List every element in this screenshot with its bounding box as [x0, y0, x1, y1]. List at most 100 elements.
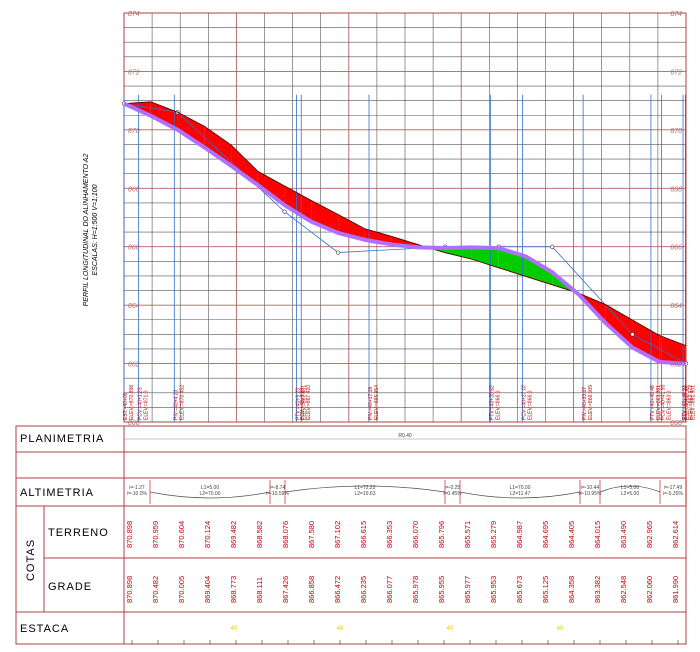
- altimetria-text: L2=5.00: [621, 491, 639, 497]
- grade-value: 864.358: [567, 576, 576, 603]
- vertical-point-label: PCV:=40+41.93 ELEV:=863.0: [661, 384, 673, 420]
- terreno-value: 864.405: [567, 521, 576, 548]
- grade-value-text: 865.955: [437, 576, 446, 603]
- elevation-tick-right: 872: [670, 69, 682, 76]
- altimetria-text: L2=11.47: [510, 491, 531, 497]
- terreno-value-text: 867.580: [307, 521, 316, 548]
- grade-value: 870.482: [151, 576, 160, 603]
- terreno-value-text: 868.582: [255, 521, 264, 548]
- terreno-label: TERRENO: [48, 527, 109, 539]
- vertical-point-label: PCV:=40+1.23 ELEV:=871.0: [138, 387, 150, 420]
- elevation-tick-left: 868: [128, 186, 140, 193]
- terreno-value: 867.580: [307, 521, 316, 548]
- fill-area: [445, 247, 472, 260]
- grade-values: 870.898 870.482 870.005 869.404 868.773 868.1…: [125, 576, 680, 603]
- fill-area: [525, 256, 553, 285]
- grade-value-text: 866.472: [333, 576, 342, 603]
- terreno-value: 867.102: [333, 521, 342, 548]
- grade-value: 866.077: [385, 576, 394, 603]
- altimetria-text: i=-10.59%: [266, 491, 289, 497]
- cut-area: [311, 200, 339, 233]
- elevation-tick-right: 860: [670, 420, 682, 427]
- vertical-point-station: PTV:=40+46.93: [682, 385, 688, 420]
- planimetria-value: R0.40: [398, 433, 412, 439]
- terreno-value-text: 862.965: [645, 521, 654, 548]
- grade-value: 863.382: [593, 576, 602, 603]
- grade-value-text: 865.953: [489, 576, 498, 603]
- vertical-point-label: PCV:=40+27.07 ELEV:=866.0: [521, 384, 533, 420]
- terreno-value: 865.796: [437, 521, 446, 548]
- grade-value-text: 861.990: [671, 576, 680, 603]
- grade-value: 862.060: [645, 576, 654, 603]
- vertical-point-elevation: ELEV:=865.954: [374, 385, 380, 420]
- grade-value-text: 868.111: [255, 577, 264, 603]
- estaca-label: ESTACA: [20, 623, 69, 635]
- profile-table: PLANIMETRIA ALTIMETRIA COTAS TERRENO GRA…: [15, 425, 687, 645]
- altimetria-text: L1=5.00: [621, 485, 639, 491]
- elevation-tick-right: 870: [670, 128, 682, 135]
- grade-value: 865.953: [489, 576, 498, 603]
- elevation-tick-right: 874: [670, 11, 682, 18]
- vertical-pi-point: [550, 244, 555, 249]
- altimetria-text: i=-0.25: [445, 485, 461, 491]
- side-title-line2: ESCALAS: H=1:500 V=1:100: [92, 184, 99, 275]
- side-title-line1: PERFIL LONGITUDINAL DO ALINHAMENTO A2: [83, 154, 90, 307]
- grade-value: 868.773: [229, 576, 238, 603]
- estaca-marks: 40 40 40 40: [131, 626, 679, 644]
- terreno-value: 864.015: [593, 521, 602, 548]
- grade-value: 865.673: [515, 576, 524, 603]
- cut-area: [284, 186, 312, 222]
- grade-value-text: 867.426: [281, 576, 290, 603]
- altimetria-text: L2=19.63: [355, 491, 376, 497]
- terreno-value-text: 866.615: [359, 521, 368, 548]
- cotas-label: COTAS: [25, 539, 37, 581]
- side-title: PERFIL LONGITUDINAL DO ALINHAMENTO A2 ES…: [83, 154, 99, 307]
- elevation-tick-left: 866: [128, 245, 140, 252]
- cut-area: [605, 304, 633, 348]
- terreno-value: 864.695: [541, 521, 550, 548]
- terreno-value: 870.604: [177, 521, 186, 548]
- altimetria-text: i=-1.27: [129, 485, 145, 491]
- cut-area: [257, 171, 285, 206]
- grade-value: 868.111: [255, 577, 264, 603]
- grade-value-text: 869.404: [203, 576, 212, 603]
- vertical-pi-point: [282, 209, 287, 214]
- vertical-point-label: PTV:=40+46.93 ELEV:=862.972: [682, 385, 694, 420]
- terreno-value: 866.615: [359, 521, 368, 548]
- terreno-value-text: 865.796: [437, 521, 446, 548]
- terreno-value-text: 870.959: [151, 521, 160, 548]
- grade-line: [123, 101, 687, 366]
- vertical-point-station: EST:=40+00: [123, 392, 129, 420]
- vertical-point-station: PTV:=40+9.23: [295, 388, 301, 420]
- vertical-point-elevation: ELEV:=863.0: [667, 390, 673, 420]
- terreno-value: 862.614: [671, 521, 680, 548]
- grade-value: 865.955: [437, 576, 446, 603]
- elevation-tick-right: 864: [670, 303, 682, 310]
- terreno-values: 870.898 870.959 870.604 870.124 869.482 868.5…: [125, 521, 680, 548]
- terreno-value: 863.490: [619, 521, 628, 548]
- table-frame: [15, 425, 687, 645]
- terreno-value: 870.124: [203, 521, 212, 548]
- vertical-point-label: PIV:=40+17.19 ELEV:=865.954: [368, 385, 380, 420]
- terreno-value-text: 870.604: [177, 521, 186, 548]
- terreno-value-text: 864.987: [515, 521, 524, 548]
- vertical-point-station: PIV:=40+17.19: [368, 387, 374, 420]
- grade-value-text: 870.005: [177, 576, 186, 603]
- vertical-point-station: PIV:=40+4.23: [173, 389, 179, 420]
- altimetria-text: L1=5.00: [201, 485, 219, 491]
- grade-value: 866.472: [333, 576, 342, 603]
- vertical-point-label: PCV:=40+9.87 ELEV:=867.420: [300, 385, 312, 420]
- terreno-value: 868.076: [281, 521, 290, 548]
- vertical-point-label: PIV:=40+33.07 ELEV:=866.005: [582, 385, 594, 420]
- grade-value-text: 862.548: [619, 576, 628, 603]
- vertical-curve-arc: [284, 485, 446, 493]
- vertical-point-elevation: ELEV:=870.898: [129, 385, 135, 420]
- grade-value: 869.404: [203, 576, 212, 603]
- terreno-value: 862.965: [645, 521, 654, 548]
- grade-value: 861.990: [671, 576, 680, 603]
- grade-value-text: 870.482: [151, 576, 160, 603]
- grade-value-text: 865.977: [463, 576, 472, 603]
- terreno-value-text: 870.898: [125, 521, 134, 548]
- vertical-point-label: PTV:=40+9.23 ELEV:=867.431: [295, 385, 307, 420]
- altimetria-text: i=-8.74: [270, 485, 286, 491]
